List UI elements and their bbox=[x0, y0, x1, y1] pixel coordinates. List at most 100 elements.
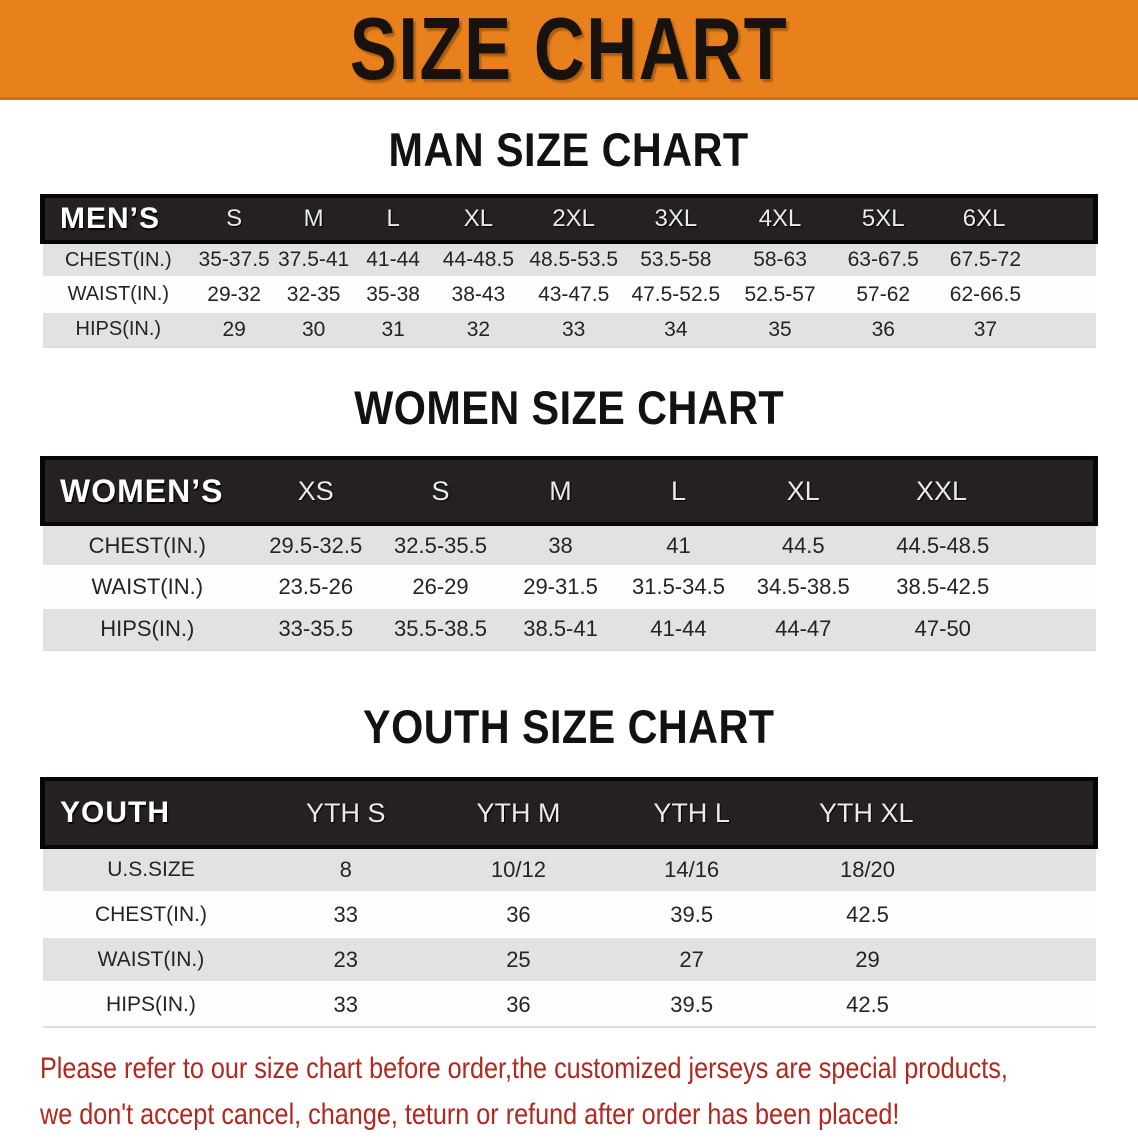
women-section-heading: WOMEN SIZE CHART bbox=[0, 384, 1138, 432]
measurement-value: 33 bbox=[259, 981, 433, 1028]
measurement-label: CHEST(IN.) bbox=[42, 891, 260, 937]
size-column-header: S bbox=[379, 456, 502, 526]
measurement-row: WAIST(IN.) 23.5-26 26-29 29-31.5 31.5-34.5 34… bbox=[42, 565, 1096, 608]
measurement-value: 48.5-53.5 bbox=[523, 241, 624, 277]
measurement-value: 38-43 bbox=[433, 276, 524, 312]
measurement-value: 35 bbox=[727, 311, 833, 348]
table-group-label: MEN’S bbox=[40, 194, 195, 244]
measurement-label: HIPS(IN.) bbox=[42, 311, 195, 348]
measurement-row: CHEST(IN.) 29.5-32.5 32.5-35.5 38 41 44.5 44.5… bbox=[42, 523, 1096, 566]
size-column-header: XL bbox=[737, 456, 870, 526]
measurement-value: 29-31.5 bbox=[501, 565, 620, 608]
size-column-header: S bbox=[194, 194, 275, 244]
measurement-row: WAIST(IN.) 23 25 27 29 bbox=[42, 936, 1096, 982]
measurement-value: 26-29 bbox=[379, 565, 502, 608]
measurement-value: 47.5-52.5 bbox=[623, 276, 728, 312]
women-size-section: WOMEN SIZE CHART WOMEN’S XS S M L XL XXL CHEST… bbox=[0, 384, 1138, 651]
measurement-label: WAIST(IN.) bbox=[42, 276, 195, 312]
measurement-value: 36 bbox=[832, 311, 935, 348]
men-table-header-row: MEN’S S M L XL 2XL 3XL 4XL 5XL 6XL bbox=[40, 194, 1099, 244]
measurement-value: 33-35.5 bbox=[252, 607, 380, 651]
measurement-value: 34.5-38.5 bbox=[737, 565, 870, 608]
measurement-value: 32 bbox=[433, 311, 524, 348]
measurement-value: 43-47.5 bbox=[523, 276, 624, 312]
disclaimer-line-1: Please refer to our size chart before or… bbox=[40, 1046, 1138, 1092]
measurement-value: 42.5 bbox=[778, 981, 1096, 1028]
measurement-value: 14/16 bbox=[604, 846, 779, 892]
size-column-header: 2XL bbox=[523, 194, 624, 244]
size-column-header: 5XL bbox=[832, 194, 935, 244]
size-column-header: L bbox=[353, 194, 434, 244]
women-section-heading-text: WOMEN SIZE CHART bbox=[354, 381, 784, 434]
men-size-section: MAN SIZE CHART MEN’S S M L XL 2XL 3XL 4XL 5XL 6XL… bbox=[0, 126, 1138, 348]
size-column-header: 3XL bbox=[623, 194, 728, 244]
measurement-label: CHEST(IN.) bbox=[42, 523, 253, 566]
size-column-header: XL bbox=[433, 194, 524, 244]
measurement-value: 29.5-32.5 bbox=[252, 523, 380, 566]
measurement-value: 52.5-57 bbox=[727, 276, 833, 312]
measurement-value: 58-63 bbox=[727, 241, 833, 277]
measurement-value: 39.5 bbox=[604, 891, 779, 937]
measurement-value: 33 bbox=[523, 311, 624, 348]
measurement-value: 34 bbox=[623, 311, 728, 348]
measurement-value: 32.5-35.5 bbox=[379, 523, 502, 566]
disclaimer-line-2: we don't accept cancel, change, teturn o… bbox=[40, 1092, 1138, 1138]
youth-section-heading-text: YOUTH SIZE CHART bbox=[363, 700, 775, 753]
men-size-table: MEN’S S M L XL 2XL 3XL 4XL 5XL 6XL CHEST(IN.) 35-3… bbox=[40, 194, 1099, 348]
measurement-value: 10/12 bbox=[432, 846, 605, 892]
men-section-heading: MAN SIZE CHART bbox=[0, 126, 1138, 174]
measurement-value: 42.5 bbox=[778, 891, 1096, 937]
measurement-value: 32-35 bbox=[274, 276, 354, 312]
measurement-row: CHEST(IN.) 35-37.5 37.5-41 41-44 44-48.5 48.5… bbox=[42, 241, 1096, 277]
footer-disclaimer: Please refer to our size chart before or… bbox=[40, 1046, 1138, 1138]
measurement-value: 29 bbox=[778, 936, 1096, 982]
measurement-value: 8 bbox=[259, 846, 433, 892]
measurement-value: 44.5-48.5 bbox=[869, 523, 1096, 566]
disclaimer-line-2-text: we don't accept cancel, change, teturn o… bbox=[40, 1098, 900, 1131]
measurement-value: 29 bbox=[194, 311, 275, 348]
measurement-label: CHEST(IN.) bbox=[42, 241, 195, 277]
measurement-value: 23 bbox=[259, 936, 433, 982]
measurement-value: 38.5-41 bbox=[501, 607, 620, 651]
measurement-label: HIPS(IN.) bbox=[42, 607, 253, 651]
measurement-row: HIPS(IN.) 33 36 39.5 42.5 bbox=[42, 981, 1096, 1028]
measurement-value: 31.5-34.5 bbox=[619, 565, 738, 608]
measurement-value: 23.5-26 bbox=[252, 565, 380, 608]
banner-title: SIZE CHART bbox=[349, 0, 789, 98]
measurement-value: 53.5-58 bbox=[623, 241, 728, 277]
size-column-header: XXL bbox=[869, 456, 1099, 526]
youth-table-header-row: YOUTH YTH S YTH M YTH L YTH XL bbox=[40, 777, 1098, 849]
measurement-row: U.S.SIZE 8 10/12 14/16 18/20 bbox=[42, 846, 1096, 892]
measurement-value: 63-67.5 bbox=[832, 241, 935, 277]
measurement-value: 44-47 bbox=[737, 607, 870, 651]
youth-size-table: YOUTH YTH S YTH M YTH L YTH XL U.S.SIZE 8 10/1… bbox=[40, 777, 1098, 1028]
measurement-value: 41-44 bbox=[619, 607, 738, 651]
measurement-value: 36 bbox=[432, 981, 605, 1028]
men-section-heading-text: MAN SIZE CHART bbox=[388, 123, 750, 176]
size-chart-banner: SIZE CHART bbox=[0, 0, 1138, 100]
size-column-header: L bbox=[619, 456, 738, 526]
size-column-header: YTH L bbox=[604, 777, 779, 849]
measurement-label: U.S.SIZE bbox=[42, 846, 260, 892]
size-column-header: XS bbox=[252, 456, 380, 526]
youth-size-section: YOUTH SIZE CHART YOUTH YTH S YTH M YTH L YTH… bbox=[0, 703, 1138, 1028]
measurement-row: CHEST(IN.) 33 36 39.5 42.5 bbox=[42, 891, 1096, 937]
measurement-label: WAIST(IN.) bbox=[42, 565, 253, 608]
size-column-header: 4XL bbox=[727, 194, 833, 244]
measurement-value: 29-32 bbox=[194, 276, 275, 312]
measurement-value: 33 bbox=[259, 891, 433, 937]
measurement-value: 41 bbox=[619, 523, 738, 566]
measurement-value: 37.5-41 bbox=[274, 241, 354, 277]
measurement-value: 62-66.5 bbox=[934, 276, 1096, 312]
measurement-value: 67.5-72 bbox=[934, 241, 1096, 277]
measurement-value: 41-44 bbox=[353, 241, 434, 277]
table-group-label: WOMEN’S bbox=[40, 456, 253, 526]
measurement-row: HIPS(IN.) 33-35.5 35.5-38.5 38.5-41 41-44 44-… bbox=[42, 607, 1096, 651]
women-size-table: WOMEN’S XS S M L XL XXL CHEST(IN.) 29.5-32.5 32.… bbox=[40, 456, 1099, 651]
measurement-value: 44-48.5 bbox=[433, 241, 524, 277]
table-group-label: YOUTH bbox=[40, 777, 260, 849]
measurement-value: 47-50 bbox=[869, 607, 1096, 651]
measurement-label: HIPS(IN.) bbox=[42, 981, 260, 1028]
measurement-value: 37 bbox=[934, 311, 1096, 348]
measurement-value: 31 bbox=[353, 311, 434, 348]
